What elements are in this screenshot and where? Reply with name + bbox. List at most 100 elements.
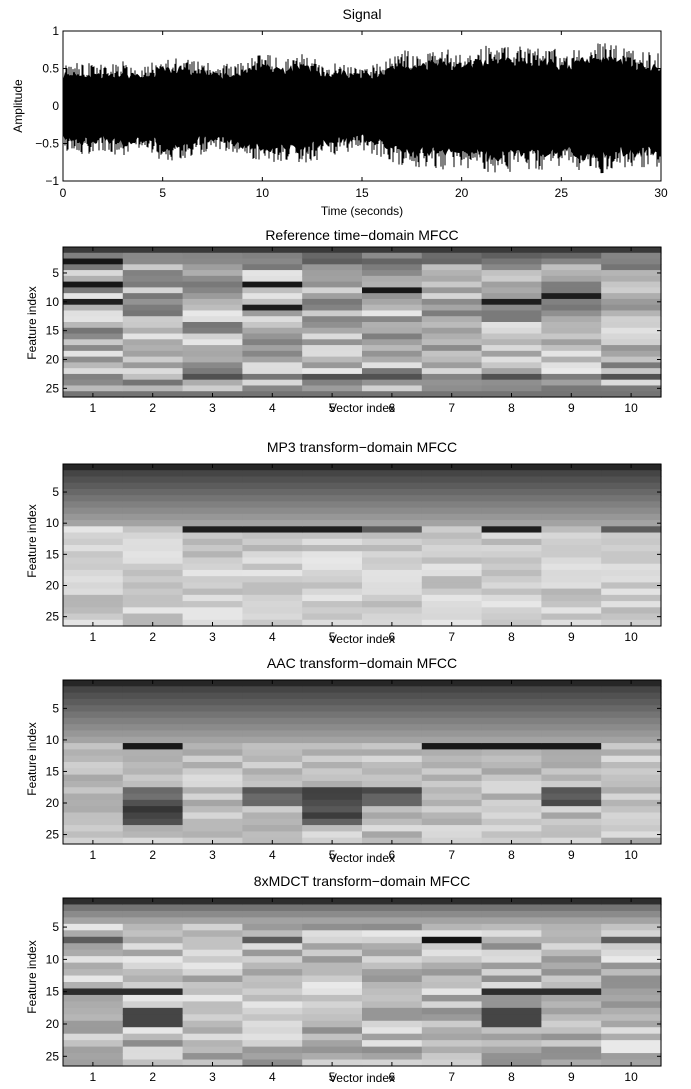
heatmap-cell (541, 316, 602, 323)
heatmap-cell (302, 768, 363, 776)
heatmap-cell (541, 327, 602, 335)
heatmap-cell (481, 545, 542, 552)
heatmap-xtick-label: 7 (448, 1070, 455, 1084)
heatmap-cell (242, 936, 303, 944)
heatmap-cell (541, 762, 602, 769)
heatmap-cell (63, 470, 124, 478)
heatmap-cell (182, 936, 243, 944)
heatmap-cell (242, 322, 303, 329)
heatmap-cell (601, 281, 662, 288)
heatmap-cell (242, 582, 303, 590)
heatmap-cell (242, 762, 303, 769)
heatmap-cell (302, 969, 363, 977)
heatmap-cell (182, 545, 243, 552)
heatmap-cell (421, 962, 483, 970)
heatmap-cell (63, 982, 124, 990)
heatmap-cell (481, 298, 542, 306)
aac-mfcc-ylabel: Feature index (25, 722, 39, 795)
heatmap-cell (122, 594, 184, 602)
heatmap-cell (242, 607, 303, 615)
heatmap-ytick-label: 15 (46, 547, 60, 561)
heatmap-cell (242, 910, 303, 918)
heatmap-cell (541, 501, 602, 509)
heatmap-cell (122, 322, 184, 329)
heatmap-cell (481, 557, 542, 565)
heatmap-ytick-label: 25 (46, 610, 60, 624)
heatmap-cell (481, 270, 542, 277)
heatmap-cell (421, 793, 483, 801)
heatmap-cell (362, 270, 423, 277)
heatmap-cell (63, 711, 124, 719)
heatmap-cell (122, 698, 184, 706)
heatmap-cell (541, 705, 602, 713)
heatmap-cell (601, 698, 662, 706)
heatmap-cell (362, 736, 423, 744)
heatmap-cell (601, 749, 662, 757)
heatmap-cell (362, 943, 423, 951)
heatmap-cell (242, 316, 303, 323)
reference-mfcc-ylabel: Feature index (25, 286, 39, 359)
heatmap-cell (242, 780, 303, 788)
heatmap-cell (421, 743, 483, 750)
heatmap-cell (481, 526, 542, 534)
heatmap-cell (541, 270, 602, 277)
heatmap-cell (601, 818, 662, 826)
heatmap-cell (481, 350, 542, 358)
heatmap-cell (63, 576, 124, 583)
heatmap-cell (421, 1027, 483, 1035)
heatmap-cell (182, 470, 243, 478)
heatmap-cell (63, 526, 124, 534)
heatmap-cell (302, 304, 363, 312)
heatmap-cell (122, 362, 184, 369)
heatmap-cell (182, 1033, 243, 1041)
heatmap-cell (541, 601, 602, 608)
heatmap-cell (122, 304, 184, 312)
heatmap-cell (541, 495, 602, 502)
heatmap-cell (63, 768, 124, 776)
heatmap-cell (302, 470, 363, 478)
heatmap-cell (541, 1020, 602, 1028)
heatmap-cell (182, 730, 243, 738)
heatmap-cell (362, 551, 423, 559)
heatmap-cell (481, 470, 542, 478)
heatmap-xtick-label: 8 (508, 848, 515, 862)
heatmap-cell (601, 1040, 662, 1048)
heatmap-cell (242, 930, 303, 938)
heatmap-cell (122, 385, 184, 392)
heatmap-cell (302, 799, 363, 807)
heatmap-cell (182, 705, 243, 713)
heatmap-cell (421, 563, 483, 571)
heatmap-cell (601, 379, 662, 387)
heatmap-cell (541, 482, 602, 490)
heatmap-cell (541, 588, 602, 596)
heatmap-cell (122, 1053, 184, 1061)
heatmap-cell (242, 904, 303, 912)
heatmap-cell (302, 298, 363, 306)
heatmap-cell (122, 962, 184, 970)
heatmap-cell (122, 806, 184, 814)
heatmap-cell (302, 975, 363, 983)
heatmap-cell (421, 994, 483, 1002)
heatmap-cell (362, 724, 423, 732)
heatmap-xtick-label: 7 (448, 848, 455, 862)
heatmap-cell (481, 994, 542, 1002)
heatmap-cell (601, 730, 662, 738)
heatmap-cell (481, 501, 542, 509)
heatmap-cell (481, 799, 542, 807)
heatmap-cell (302, 806, 363, 814)
heatmap-cell (362, 298, 423, 306)
heatmap-cell (242, 551, 303, 559)
heatmap-cell (122, 551, 184, 559)
heatmap-cell (182, 538, 243, 546)
heatmap-cell (541, 956, 602, 964)
heatmap-cell (63, 356, 124, 363)
heatmap-cell (601, 476, 662, 484)
heatmap-cell (421, 281, 483, 288)
heatmap-cell (601, 1001, 662, 1009)
heatmap-cell (242, 362, 303, 369)
heatmap-cell (302, 379, 363, 387)
heatmap-cell (421, 482, 483, 490)
heatmap-cell (302, 322, 363, 329)
heatmap-cell (541, 258, 602, 265)
heatmap-cell (122, 601, 184, 608)
